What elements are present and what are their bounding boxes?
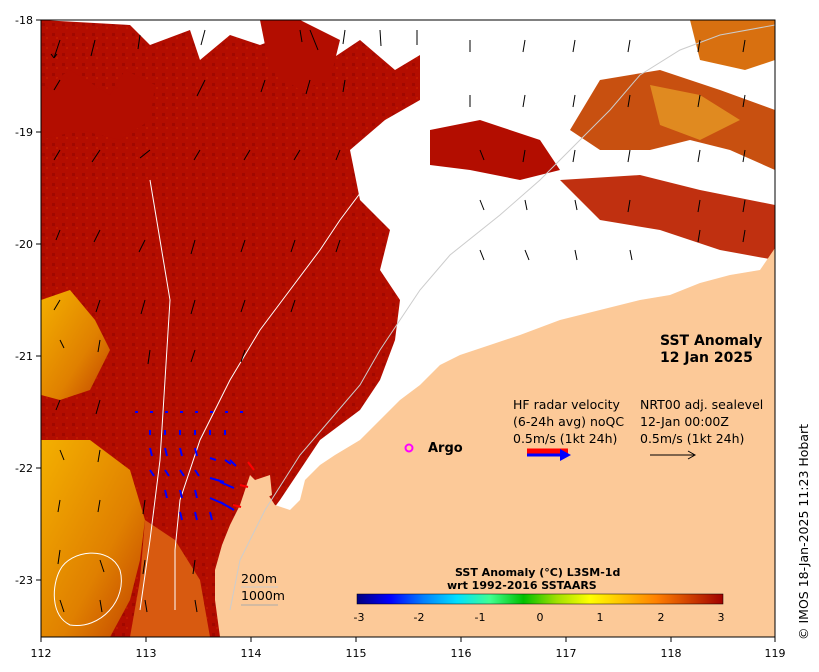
- x-axis: [40, 637, 776, 642]
- peninsula-north-west-cape: [255, 475, 272, 500]
- colorbar-ticks: -3 -2 -1 0 1 2 3: [354, 611, 725, 624]
- plot-frame: [40, 19, 776, 638]
- hf-radar-legend-line1: HF radar velocity: [513, 397, 621, 412]
- colorbar-tick-1: 1: [597, 611, 604, 624]
- map-title-line2: 12 Jan 2025: [660, 350, 753, 366]
- sst-orange-south: [130, 520, 210, 637]
- hf-radar-legend-arrow: [527, 448, 571, 461]
- x-tick-114: 114: [241, 647, 262, 660]
- colorbar-tick-minus-3: -3: [354, 611, 365, 624]
- argo-float-marker: [404, 443, 414, 453]
- sealevel-legend-line3: 0.5m/s (1kt 24h): [640, 431, 744, 446]
- sealevel-velocity-arrows: [50, 29, 746, 613]
- colorbar-tick-minus-1: -1: [475, 611, 486, 624]
- argo-label: Argo: [428, 441, 463, 456]
- x-tick-113: 113: [136, 647, 157, 660]
- contour-1000m-west: [139, 179, 171, 611]
- sst-patch-east-lower: [560, 175, 775, 260]
- y-tick-labels: -18 -19 -20 -21 -22 -23: [15, 14, 33, 587]
- x-tick-119: 119: [765, 647, 786, 660]
- y-tick-minus-23: -23: [15, 574, 33, 587]
- sst-warm-west: [41, 290, 110, 400]
- land-mass: [215, 248, 775, 637]
- y-tick-minus-22: -22: [15, 462, 33, 475]
- contour-200m: [229, 24, 775, 611]
- sst-warm-southwest: [41, 440, 145, 637]
- map-plot-area: [41, 20, 775, 637]
- x-tick-116: 116: [451, 647, 472, 660]
- colorbar-title-line1: SST Anomaly (°C) L3SM-1d: [455, 566, 620, 579]
- hf-radar-red-arrows: [232, 461, 255, 508]
- hf-radar-velocity-arrows: [135, 411, 243, 521]
- colorbar-tick-2: 2: [658, 611, 665, 624]
- x-tick-112: 112: [31, 647, 52, 660]
- sst-patch-northwest: [41, 70, 155, 140]
- sst-patch-northeast: [690, 20, 775, 70]
- colorbar-tick-3: 3: [718, 611, 725, 624]
- map-title-line1: SST Anomaly: [660, 333, 762, 349]
- contour-eddy-loop: [53, 552, 122, 627]
- imos-credit: © IMOS 18-Jan-2025 11:23 Hobart: [796, 424, 811, 640]
- hf-radar-legend-line3: 0.5m/s (1kt 24h): [513, 431, 617, 446]
- colorbar: [356, 593, 724, 605]
- x-tick-115: 115: [346, 647, 367, 660]
- sst-patch-central-east: [430, 120, 560, 180]
- x-tick-labels: 112 113 114 115 116 117 118 119: [31, 647, 786, 660]
- sst-patch-east-2: [650, 85, 740, 140]
- contour-1000m-label: 1000m: [241, 588, 285, 603]
- sst-patch-north: [260, 20, 340, 90]
- hf-radar-legend-line2: (6-24h avg) noQC: [513, 414, 624, 429]
- colorbar-tick-minus-2: -2: [414, 611, 425, 624]
- sealevel-legend-line2: 12-Jan 00:00Z: [640, 414, 729, 429]
- colorbar-tick-0: 0: [537, 611, 544, 624]
- y-tick-minus-20: -20: [15, 238, 33, 251]
- colorbar-title-line2: wrt 1992-2016 SSTAARS: [447, 579, 597, 592]
- contour-1000m: [174, 29, 681, 610]
- x-tick-117: 117: [556, 647, 577, 660]
- x-tick-118: 118: [661, 647, 682, 660]
- y-tick-minus-21: -21: [15, 350, 33, 363]
- sst-anomaly-field: [41, 20, 420, 637]
- y-tick-minus-19: -19: [15, 126, 33, 139]
- sealevel-legend-arrow: [650, 450, 697, 460]
- contour-200m-label: 200m: [241, 571, 277, 586]
- sealevel-legend-line1: NRT00 adj. sealevel: [640, 397, 763, 412]
- y-axis: [36, 19, 41, 581]
- y-tick-minus-18: -18: [15, 14, 33, 27]
